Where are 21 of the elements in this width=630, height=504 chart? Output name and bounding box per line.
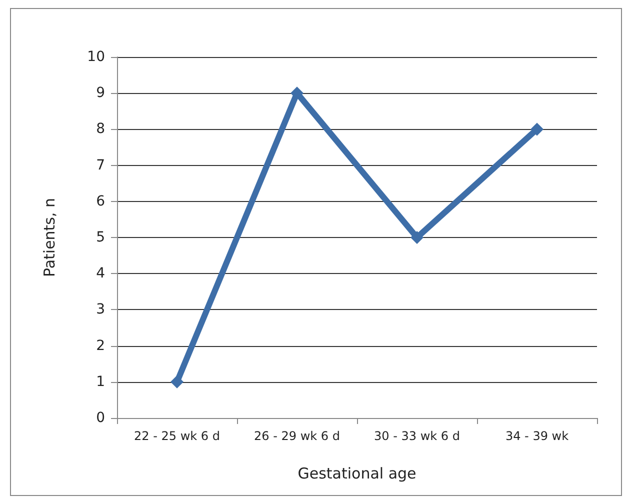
- y-tick-label: 2: [96, 338, 105, 354]
- y-tick-label: 3: [96, 302, 105, 318]
- y-tick-label: 6: [96, 193, 106, 210]
- y-tick-label: 10: [87, 49, 105, 65]
- y-tick-label: 1: [96, 374, 105, 390]
- y-tick-label: 5: [96, 230, 105, 246]
- x-tick-label: 30 - 33 wk 6 d: [374, 429, 460, 443]
- x-tick-label: 34 - 39 wk: [505, 429, 569, 443]
- y-axis-title: Patients, n: [40, 198, 58, 278]
- point: [290, 86, 304, 100]
- point: [530, 122, 544, 136]
- x-tick-label: 26 - 29 wk 6 d: [254, 429, 340, 443]
- x-axis-title: Gestational age: [298, 464, 416, 482]
- x-tick-label: 22 - 25 wk 6 d: [134, 429, 220, 443]
- y-tick-label: 8: [96, 121, 105, 138]
- y-tick-label: 7: [96, 157, 105, 174]
- y-tick-label: 0: [96, 410, 105, 426]
- point: [170, 375, 184, 388]
- y-tick-label: 9: [96, 85, 105, 102]
- y-tick-label: 4: [96, 266, 106, 282]
- point: [410, 231, 424, 244]
